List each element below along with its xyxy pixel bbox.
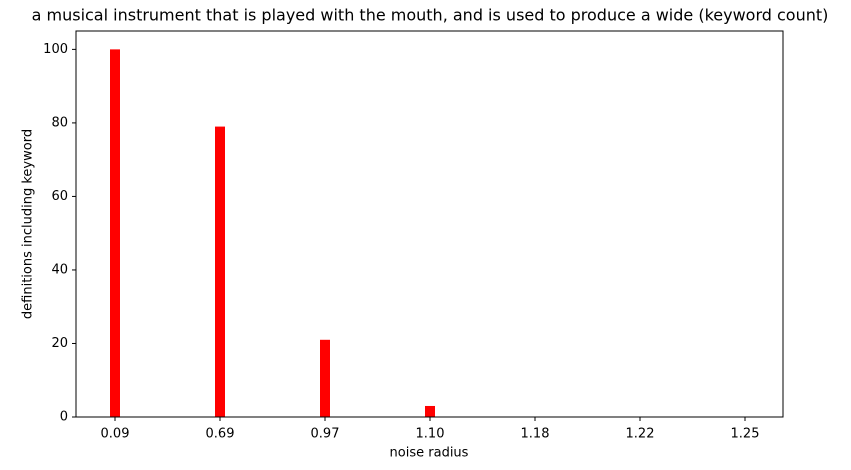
plot-frame (75, 30, 784, 418)
y-tick-label: 20 (51, 336, 68, 351)
bar (110, 49, 120, 417)
x-tick-label: 0.09 (101, 427, 130, 442)
y-tick-label: 80 (51, 115, 68, 130)
y-tick-label: 0 (60, 410, 68, 425)
x-tick-label: 1.18 (521, 427, 550, 442)
y-axis-label: definitions including keyword (21, 129, 36, 319)
x-tick-label: 1.22 (626, 427, 655, 442)
x-tick-label: 0.97 (311, 427, 340, 442)
x-tick-label: 1.25 (731, 427, 760, 442)
x-tick-label: 0.69 (206, 427, 235, 442)
y-tick-label: 60 (51, 189, 68, 204)
bar (320, 339, 330, 417)
x-axis-label: noise radius (390, 446, 469, 461)
bar (215, 126, 225, 417)
x-tick-label: 1.10 (416, 427, 445, 442)
y-tick-label: 100 (43, 42, 68, 57)
chart-title: a musical instrument that is played with… (32, 6, 829, 25)
y-tick-label: 40 (51, 262, 68, 277)
bar (425, 405, 435, 417)
